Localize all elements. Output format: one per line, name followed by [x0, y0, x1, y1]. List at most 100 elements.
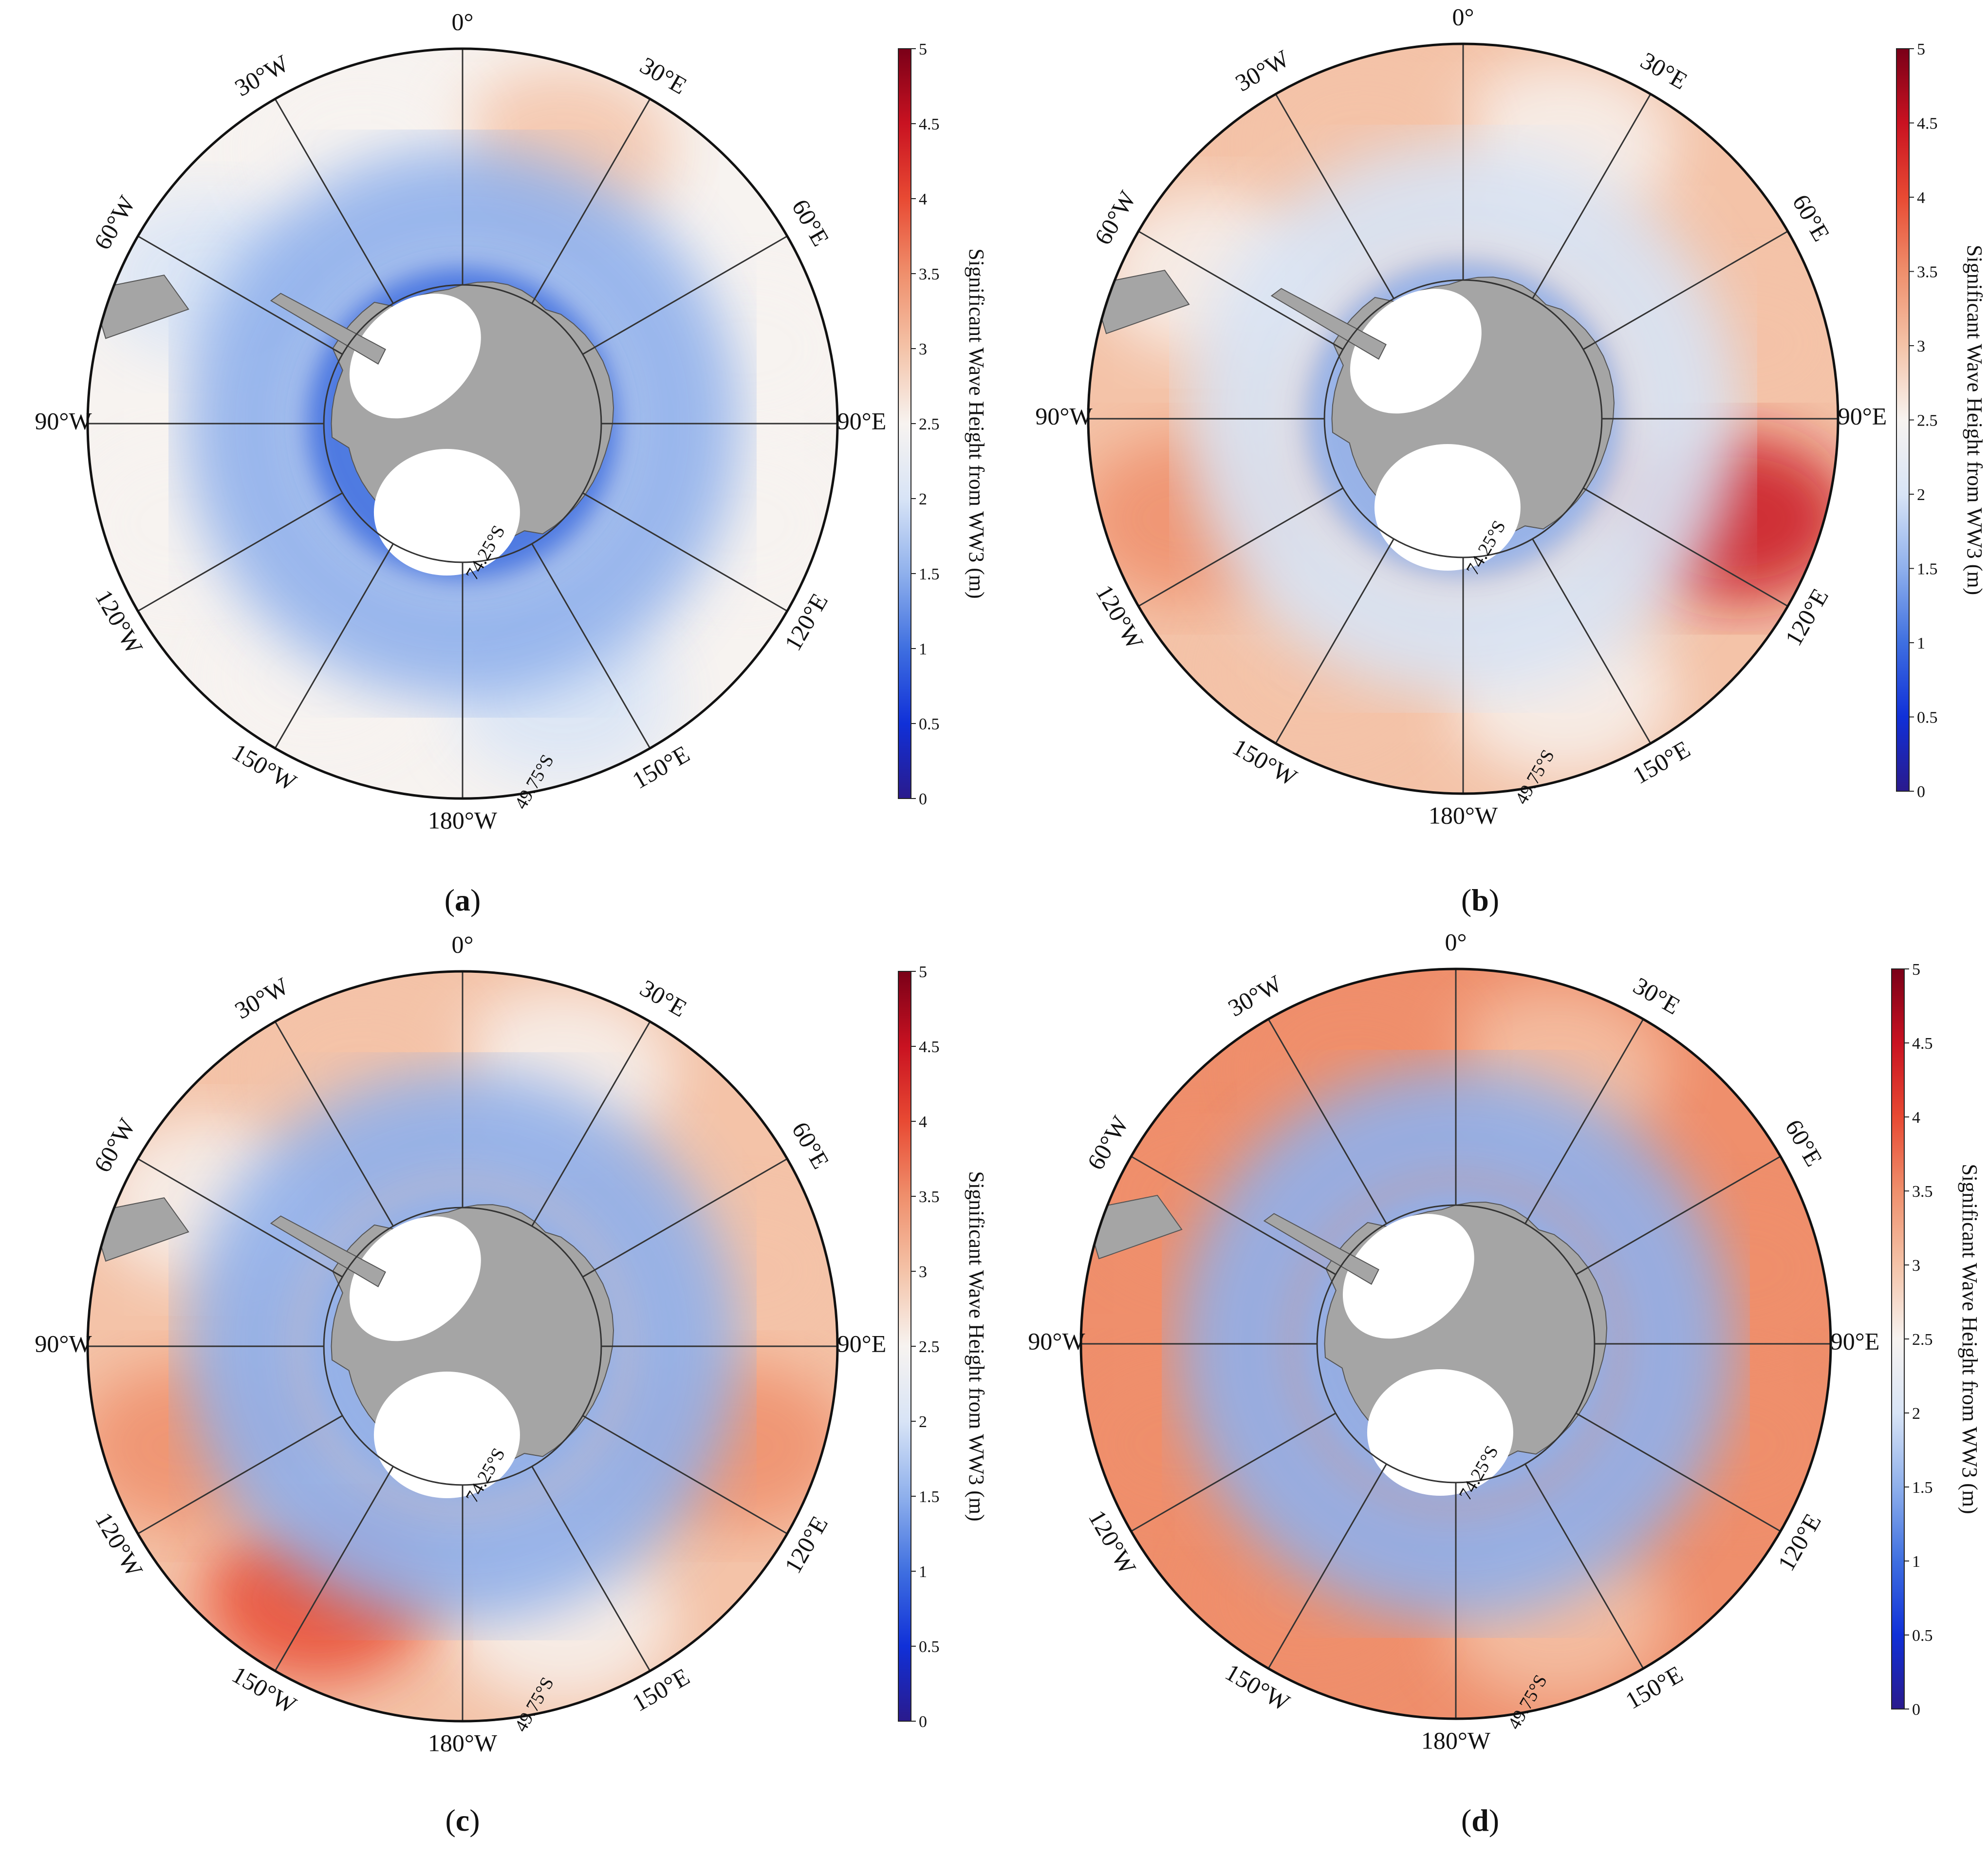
meridian-label: 90°W	[1035, 402, 1093, 429]
colorbar-tick-label: 0	[1912, 1701, 1920, 1719]
panel-label: (d)	[1461, 1803, 1499, 1838]
panels-layer: 0°30°E60°E90°E120°E150°E180°W150°W120°W9…	[35, 3, 1987, 1838]
meridian-label: 90°W	[1028, 1327, 1085, 1355]
panel-label: (b)	[1461, 883, 1499, 917]
panel-a: 0°30°E60°E90°E120°E150°E180°W150°W120°W9…	[35, 8, 988, 917]
colorbar-tick-label: 1	[919, 640, 927, 658]
meridian-label: 90°E	[837, 1330, 887, 1357]
colorbar-tick-label: 3.5	[1912, 1183, 1933, 1201]
ross-ice-shelf	[1374, 444, 1521, 571]
meridian-line	[1524, 1463, 1644, 1669]
colorbar-tick-label: 4	[919, 190, 927, 208]
colorbar-gradient	[898, 971, 911, 1722]
colorbar-tick-label: 4.5	[1912, 1035, 1933, 1053]
meridian-line	[1582, 230, 1788, 350]
panel-label: (a)	[445, 883, 481, 917]
colorbar-tick-label: 5	[1912, 961, 1920, 979]
colorbar: 0 0.5 1 1.5 2 2.5 3 3.5 4 4.5 5 Significant Wave He…	[898, 963, 988, 1731]
colorbar-tick-label: 1	[919, 1563, 927, 1581]
meridian-line	[582, 235, 788, 355]
colorbar-tick-label: 2.5	[1917, 412, 1938, 430]
meridian-label: 0°	[1452, 3, 1474, 30]
ross-ice-shelf	[373, 1371, 520, 1498]
meridian-line	[1575, 1412, 1781, 1532]
colorbar-tick-label: 2	[919, 1413, 927, 1431]
colorbar-tick-label: 2	[1917, 486, 1925, 504]
panel-c: 0°30°E60°E90°E120°E150°E180°W150°W120°W9…	[35, 930, 988, 1838]
meridian-label: 90°W	[35, 1330, 92, 1357]
meridian-line	[1575, 1155, 1781, 1275]
colorbar-tick-label: 4.5	[919, 1038, 940, 1056]
meridian-line	[1532, 538, 1652, 744]
map-boundary	[1079, 967, 1832, 1720]
colorbar-tick-label: 0	[919, 1713, 927, 1731]
map-boundary	[86, 47, 839, 800]
colorbar-tick-label: 1	[1917, 634, 1925, 652]
colorbar: 0 0.5 1 1.5 2 2.5 3 3.5 4 4.5 5 Significant Wave He…	[1891, 961, 1982, 1719]
colorbar-gradient	[1891, 968, 1905, 1709]
colorbar-tick-label: 4.5	[919, 115, 940, 133]
weddell-ice-shelf	[1350, 289, 1482, 414]
colorbar-tick-label: 3	[919, 340, 927, 358]
panel-d: 0°30°E60°E90°E120°E150°E180°W150°W120°W9…	[1028, 928, 1982, 1838]
meridian-label: 90°E	[1831, 1327, 1880, 1355]
map-boundary	[86, 970, 839, 1723]
colorbar-tick-label: 5	[919, 40, 927, 58]
meridian-label: 60°E	[1787, 190, 1836, 246]
meridian-label: 30°E	[635, 52, 691, 100]
colorbar-tick-label: 2.5	[1912, 1331, 1933, 1349]
meridian-line	[1138, 230, 1344, 350]
meridian-label: 0°	[452, 8, 474, 35]
meridian-line	[1131, 1155, 1337, 1275]
colorbar: 0 0.5 1 1.5 2 2.5 3 3.5 4 4.5 5 Significant Wave He…	[898, 40, 988, 808]
colorbar-title: Significant Wave Height from WW3 (m)	[965, 1171, 988, 1521]
meridian-line	[1275, 93, 1394, 299]
colorbar-tick-label: 0.5	[1917, 709, 1938, 727]
weddell-ice-shelf	[1342, 1214, 1474, 1339]
meridian-label: 0°	[452, 930, 474, 958]
meridian-label: 60°E	[787, 195, 835, 251]
colorbar-tick-label: 2.5	[919, 1338, 940, 1356]
meridian-line	[1275, 538, 1394, 744]
antarctic-peninsula	[1270, 288, 1387, 360]
colorbar-tick-label: 5	[1917, 40, 1925, 58]
colorbar-tick-label: 1	[1912, 1553, 1920, 1571]
antarctic-peninsula	[270, 293, 386, 365]
meridian-line	[582, 1158, 788, 1278]
meridian-label: 30°E	[1636, 47, 1692, 95]
map-boundary	[1087, 42, 1839, 795]
meridian-line	[531, 1021, 651, 1227]
colorbar-tick-label: 3	[1912, 1257, 1920, 1275]
colorbar-tick-label: 0	[919, 790, 927, 808]
meridian-label: 60°E	[1780, 1115, 1828, 1171]
meridian-line	[137, 492, 343, 612]
meridian-line	[274, 1466, 394, 1672]
colorbar-tick-label: 1.5	[919, 565, 940, 583]
colorbar-tick-label: 4.5	[1917, 115, 1938, 133]
meridian-label: 90°E	[1838, 402, 1887, 429]
ross-ice-shelf	[373, 448, 520, 576]
meridian-line	[1131, 1412, 1337, 1532]
colorbar-tick-label: 4	[919, 1113, 927, 1131]
meridian-line	[582, 1415, 788, 1535]
antarctic-peninsula	[270, 1215, 386, 1287]
colorbar-tick-label: 5	[919, 963, 927, 981]
colorbar-gradient	[898, 48, 911, 799]
meridian-line	[1267, 1463, 1387, 1669]
meridian-label: 30°E	[635, 974, 691, 1022]
meridian-label: 180°W	[428, 1729, 498, 1757]
meridian-line	[582, 492, 788, 612]
colorbar-tick-label: 1.5	[1917, 560, 1938, 578]
meridian-line	[1532, 93, 1652, 299]
meridian-line	[274, 98, 394, 304]
colorbar-tick-label: 0.5	[919, 1638, 940, 1656]
colorbar-title: Significant Wave Height from WW3 (m)	[965, 248, 988, 598]
ross-ice-shelf	[1367, 1369, 1513, 1496]
weddell-ice-shelf	[349, 1216, 481, 1341]
meridian-label: 30°E	[1629, 972, 1685, 1020]
weddell-ice-shelf	[349, 294, 481, 419]
panel-b: 0°30°E60°E90°E120°E150°E180°W150°W120°W9…	[1035, 3, 1987, 917]
meridian-line	[531, 543, 651, 749]
colorbar-title: Significant Wave Height from WW3 (m)	[1963, 245, 1987, 595]
